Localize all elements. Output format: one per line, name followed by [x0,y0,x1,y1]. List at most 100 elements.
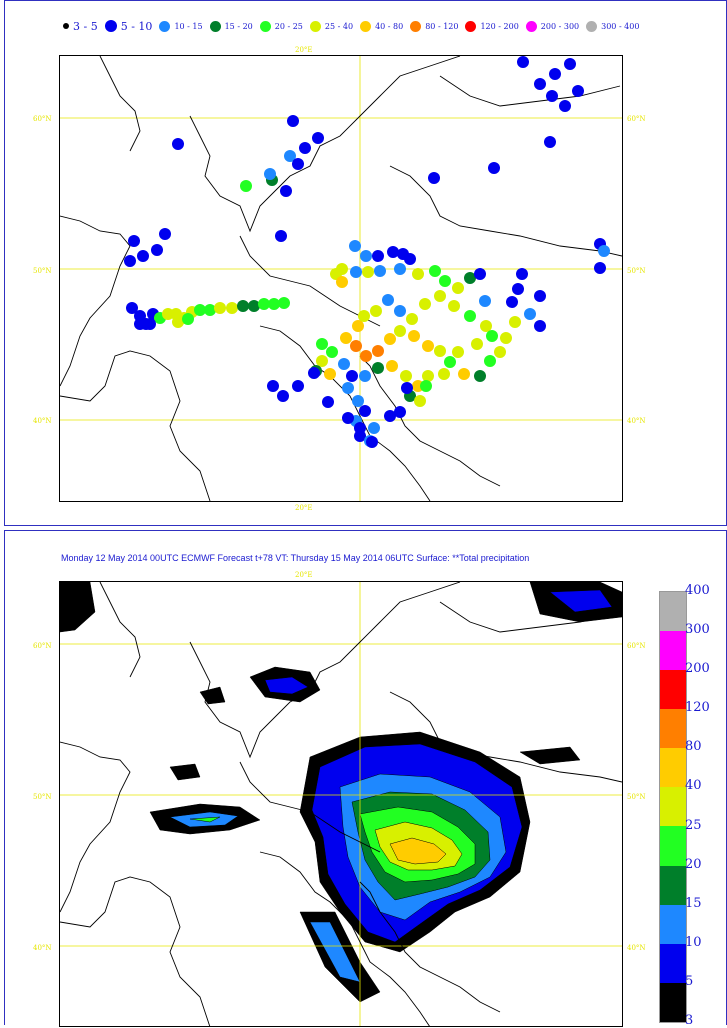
observation-dot [360,350,372,362]
observation-dot [316,355,328,367]
colorbar-level-label: 120 [685,700,710,716]
legend-label: 25 - 40 [324,21,354,31]
observation-dot [336,276,348,288]
observation-dot [340,332,352,344]
observation-dot [324,368,336,380]
observation-dot [500,332,512,344]
precip-contour [264,676,309,695]
observation-dot [572,85,584,97]
coastline [60,350,211,501]
observation-dot [350,266,362,278]
observation-dot [524,308,536,320]
precipitation-colorbar [659,591,687,1023]
observation-dot [464,310,476,322]
observation-dot [358,310,370,322]
observation-dot [248,300,260,312]
coastline [189,56,461,233]
observation-dot [488,162,500,174]
colorbar-segment [660,748,686,788]
top-lat-50: 50°N [33,267,52,275]
observation-dot [268,298,280,310]
legend-item: 300 - 400 [586,20,640,32]
legend-dot-icon [63,23,69,29]
colorbar-segment [660,943,686,983]
observation-dot [360,250,372,262]
bottom-lat-60: 60°N [33,642,52,650]
observation-dot [386,360,398,372]
coastline [99,582,141,678]
observation-dot [429,265,441,277]
observation-dot [338,358,350,370]
observation-dot [412,268,424,280]
observation-dot [366,436,378,448]
observation-dot [494,346,506,358]
coastline [60,876,211,1026]
observation-dot [419,298,431,310]
observation-dot [359,370,371,382]
legend-label: 5 - 10 [120,19,153,33]
precip-contour [169,763,201,781]
legend-label: 200 - 300 [540,21,580,31]
observation-dot [372,345,384,357]
legend-item: 15 - 20 [209,20,253,32]
observation-dot [382,294,394,306]
bottom-lon-label: 20°E [295,571,313,579]
colorbar-level-label: 40 [685,778,702,794]
legend-dot-icon [360,20,372,32]
observation-dot [444,356,456,368]
observation-dot [350,340,362,352]
legend-item: 3 - 5 [63,20,98,33]
observation-dot [512,283,524,295]
legend-item: 20 - 25 [259,20,303,32]
legend-dot-icon [465,20,477,32]
observation-dot [316,338,328,350]
observation-dot [422,370,434,382]
observation-dot [384,410,396,422]
precip-contour [549,589,613,613]
observation-dot [151,244,163,256]
observation-dot [559,100,571,112]
observation-dot [326,346,338,358]
observation-dot [278,297,290,309]
colorbar-segment [660,787,686,827]
observation-dot [384,333,396,345]
observation-dot [408,330,420,342]
observation-dot [452,346,464,358]
observation-dot [349,240,361,252]
colorbar-segment [660,865,686,905]
observation-dot [137,250,149,262]
forecast-map[interactable] [59,581,623,1027]
coastline [60,215,131,387]
colorbar-segment [660,670,686,710]
colorbar-level-label: 10 [685,934,702,950]
observation-dot [226,302,238,314]
observation-dot [284,150,296,162]
observation-dot [362,266,374,278]
top-lon-label-bottom: 20°E [295,504,313,512]
observation-dot [292,380,304,392]
observation-dot [404,253,416,265]
observation-dot [275,230,287,242]
top-lat-50-right: 50°N [627,267,646,275]
observation-map[interactable] [59,55,623,502]
observation-dot [420,380,432,392]
observation-dot [308,367,320,379]
observation-dot [277,390,289,402]
bottom-lat-60-right: 60°N [627,642,646,650]
legend-item: 80 - 120 [410,20,458,32]
observation-dot [400,370,412,382]
precip-contour [60,582,96,633]
legend-label: 300 - 400 [601,21,640,31]
observation-dot [414,395,426,407]
colorbar-level-label: 80 [685,739,702,755]
precip-contour [189,816,221,823]
observation-dot [448,300,460,312]
coastline [99,56,141,152]
legend-item: 25 - 40 [309,20,354,32]
observation-dot [406,313,418,325]
observation-dot [598,245,610,257]
observation-dot [128,235,140,247]
precip-contour [389,837,447,865]
observation-legend: 3 - 5 5 - 10 10 - 15 15 - 20 20 - 25 25 - 40 4… [63,15,646,37]
colorbar-level-label: 200 [685,661,710,677]
